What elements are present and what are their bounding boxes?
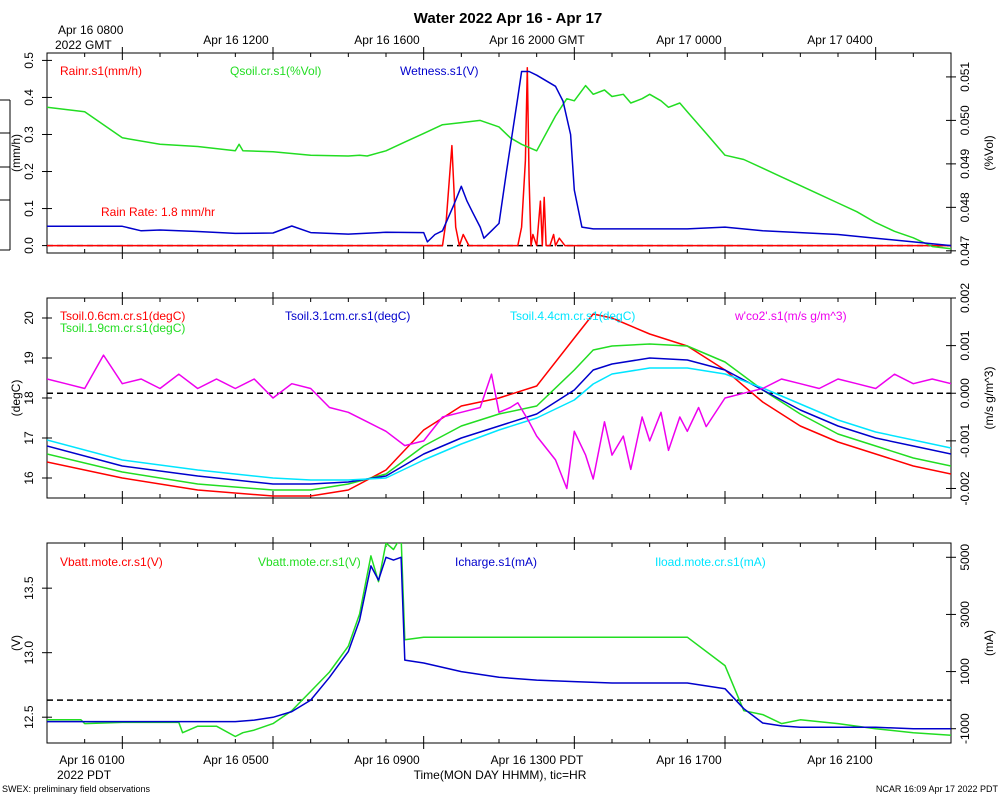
y-tick-label-left: 0.3 [22,126,36,143]
top-axis-label: Apr 16 2000 GMT [489,33,585,47]
y-tick-label-left: 0.1 [22,200,36,217]
y-tick-label-right: 0.000 [958,378,972,408]
y-tick-label-right: 3000 [958,601,972,628]
series-line-rainr-s1-mm-h-red [47,67,951,247]
y-tick-label-right: 0.049 [958,149,972,179]
y-tick-label-left: 17 [22,431,36,445]
y-tick-label-right: -1000 [958,713,972,744]
legend-tsoil-3-1cm-cr-s1-degc-blue: Tsoil.3.1cm.cr.s1(degC) [285,309,410,323]
y-tick-label-right: -0.002 [958,471,972,505]
bottom-axis-label: Apr 16 0100 [59,753,125,767]
bottom-axis-label: Apr 16 0500 [203,753,269,767]
legend-vbatt-mote-cr-s1-v-red: Vbatt.mote.cr.s1(V) [60,555,163,569]
panel-soil-temperature: 16 17 18 19 20 -0.002 -0.001 0.000 0.001 0.002 (de… [9,283,996,506]
top-axis-label: Apr 17 0400 [807,33,873,47]
y-tick-label-right: 5000 [958,544,972,571]
footer-left-note: SWEX: preliminary field observations [2,784,151,794]
footer-right-note: NCAR 16:09 Apr 17 2022 PDT [876,784,999,794]
series-line-wetness-s1-v-blue [47,70,951,247]
bottom-axis-label: Apr 16 1300 PDT [491,753,584,767]
y-tick-label-left: 12.5 [22,705,36,729]
bottom-axis-label: Apr 16 2100 [807,753,873,767]
legend-qsoil-cr-s1-vol-green: Qsoil.cr.s1(%Vol) [230,64,321,78]
y-tick-label-left: 0.4 [22,89,36,106]
legend-rainr-s1-mm-h-red: Rainr.s1(mm/h) [60,64,142,78]
series-line-w-co2-s1-m-s-g-m-3-magenta [47,354,951,490]
legend-w-co2-s1-m-s-g-m-3-magenta: w'co2'.s1(m/s g/m^3) [734,309,847,323]
y-tick-label-right: -0.001 [958,424,972,458]
legend-tsoil-4-4cm-cr-s1-degc-cyan: Tsoil.4.4cm.cr.s1(degC) [510,309,635,323]
legend-iload-mote-cr-s1-ma-cyan: Iload.mote.cr.s1(mA) [655,555,766,569]
legend-tsoil-0-6cm-cr-s1-degc-red: Tsoil.0.6cm.cr.s1(degC) [60,309,185,323]
series-line-tsoil-3-1cm-cr-s1-degc-blue [47,357,951,485]
y-tick-label-left: 18 [22,391,36,405]
series-line-tsoil-0-6cm-cr-s1-degc-red [47,313,951,497]
series-line-tsoil-1-9cm-cr-s1-degc-green [47,343,951,491]
bottom-axis-labels: Apr 16 0100 Apr 16 0500 Apr 16 0900 Apr 16 … [59,753,873,767]
panel-rain-soil-wetness: 0.0 0.1 0.2 0.3 0.4 0.5 0.047 0.048 0.049 0.050 0.… [9,47,996,266]
chart-panels: 0.0 0.1 0.2 0.3 0.4 0.5 0.047 0.048 0.049 0.050 0.… [9,47,996,749]
y-axis-title-left: (mm/h) [9,134,23,172]
y-tick-label-right: 0.002 [958,283,972,313]
y-axis-title-left: (V) [9,635,23,651]
top-axis-first-label-year: 2022 GMT [55,38,112,52]
y-tick-label-left: 19 [22,351,36,365]
y-tick-label-left: 0.0 [22,237,36,254]
top-axis-label: Apr 17 0000 [656,33,722,47]
y-tick-label-right: 1000 [958,658,972,685]
series-line-qsoil-cr-s1-vol-green [47,84,951,250]
y-tick-label-left: 16 [22,471,36,485]
y-tick-label-right: 0.050 [958,105,972,135]
legend-wetness-s1-v-blue: Wetness.s1(V) [400,64,478,78]
y-tick-label-right: 0.051 [958,62,972,92]
bottom-axis-label: Apr 16 0900 [354,753,420,767]
top-axis-first-label: Apr 16 0800 [58,23,124,37]
legend-vbatt-mote-cr-s1-v-green: Vbatt.mote.cr.s1(V) [258,555,361,569]
bottom-axis-xlabel: Time(MON DAY HHMM), tic=HR [414,768,587,782]
panel-battery-charge: 12.5 13.0 13.5 -1000 1000 3000 5000 (V) (mA) Vbat… [9,537,996,749]
bottom-axis-year-label: 2022 PDT [57,768,112,782]
y-tick-label-right: 0.001 [958,330,972,360]
y-tick-label-left: 13.5 [22,576,36,600]
bottom-axis-label: Apr 16 1700 [656,753,722,767]
chart-title: Water 2022 Apr 16 - Apr 17 [414,10,602,27]
y-axis-title-right: (mA) [982,630,996,656]
y-tick-label-left: 13.0 [22,641,36,665]
top-axis-label: Apr 16 1600 [354,33,420,47]
y-axis-title-right: (%Vol) [982,135,996,170]
series-line-tsoil-4-4cm-cr-s1-degc-cyan [47,367,951,481]
y-tick-label-right: 0.048 [958,192,972,222]
legend-tsoil-1-9cm-cr-s1-degc-green: Tsoil.1.9cm.cr.s1(degC) [60,321,185,335]
y-tick-label-right: 0.047 [958,235,972,265]
y-tick-label-left: 0.2 [22,163,36,180]
top-axis-label: Apr 16 1200 [203,33,269,47]
legend-icharge-s1-ma-blue: Icharge.s1(mA) [455,555,537,569]
y-axis-title-left: (degC) [9,380,23,417]
top-axis-labels: Apr 16 1200 Apr 16 1600 Apr 16 2000 GMT Apr… [203,33,873,47]
chart-annotation: Rain Rate: 1.8 mm/hr [101,205,215,219]
y-axis-title-right: (m/s g/m^3) [982,367,996,430]
left-margin-bracket [0,99,11,251]
y-tick-label-left: 20 [22,311,36,325]
series-line-icharge-s1-ma-blue [47,556,951,730]
y-tick-label-left: 0.5 [22,52,36,69]
series-line-vbatt-mote-cr-s1-v-green [47,543,951,738]
